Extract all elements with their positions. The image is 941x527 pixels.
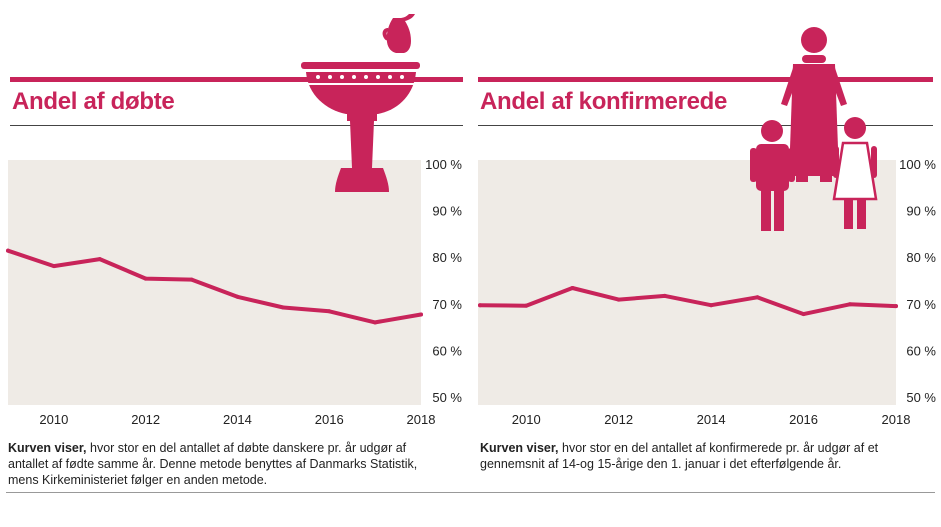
y-tick-label: 100 %	[899, 157, 936, 172]
data-point	[709, 303, 714, 308]
chart-svg-confirmed: 100 % 90 % 80 % 70 % 60 % 50 % 2010 2012 2014 201…	[478, 27, 936, 427]
chart-title: Andel af konfirmerede	[480, 88, 728, 115]
y-tick-label: 100 %	[425, 157, 462, 172]
y-tick-label: 50 %	[906, 390, 936, 405]
x-tick-label: 2010	[39, 412, 68, 427]
plot-area	[478, 160, 896, 405]
data-point	[662, 293, 667, 298]
data-point	[281, 305, 286, 310]
y-tick-label: 60 %	[432, 343, 462, 358]
x-tick-label: 2010	[512, 412, 541, 427]
data-point	[478, 303, 482, 308]
chart-panel-confirmed: 100 % 90 % 80 % 70 % 60 % 50 % 2010 2012 2014 201…	[470, 0, 941, 527]
chart-caption: Kurven viser, hvor stor en del antallet …	[480, 440, 920, 472]
y-tick-label: 90 %	[432, 204, 462, 219]
caption-body: hvor stor en del antallet af konfirmered…	[480, 441, 879, 471]
y-tick-label: 90 %	[906, 204, 936, 219]
y-tick-label: 80 %	[432, 250, 462, 265]
chart-title: Andel af døbte	[12, 88, 175, 115]
bottom-rule	[6, 492, 935, 493]
x-tick-label: 2018	[407, 412, 436, 427]
data-point	[524, 303, 529, 308]
data-point	[755, 295, 760, 300]
data-point	[801, 312, 806, 317]
x-tick-label: 2014	[697, 412, 726, 427]
x-tick-label: 2016	[789, 412, 818, 427]
title-underline	[478, 125, 933, 126]
chart-svg-baptized: 100 % 90 % 80 % 70 % 60 % 50 % 2010 2012 2014 201…	[6, 14, 463, 427]
y-tick-label: 80 %	[906, 250, 936, 265]
y-tick-label: 60 %	[906, 343, 936, 358]
data-point	[6, 248, 10, 253]
data-point	[894, 304, 898, 309]
data-point	[327, 309, 332, 314]
font-decoration	[306, 75, 416, 85]
chart-caption: Kurven viser, hvor stor en del antallet …	[8, 440, 448, 488]
title-underline	[10, 125, 463, 126]
x-tick-label: 2012	[604, 412, 633, 427]
title-rule	[478, 77, 933, 82]
data-point	[847, 302, 852, 307]
plot-layer: 100 % 90 % 80 % 70 % 60 % 50 % 2010 2012 2014 201…	[6, 157, 462, 427]
data-point	[51, 264, 56, 269]
data-point	[616, 297, 621, 302]
caption-lead: Kurven viser,	[480, 441, 559, 455]
y-tick-label: 70 %	[906, 297, 936, 312]
x-tick-label: 2012	[131, 412, 160, 427]
data-point	[143, 276, 148, 281]
confirmation-family-icon	[750, 27, 878, 231]
baptismal-font-icon	[301, 14, 420, 192]
data-point	[373, 320, 378, 325]
x-tick-label: 2016	[315, 412, 344, 427]
series-line	[6, 248, 423, 325]
data-point	[570, 285, 575, 290]
data-point	[419, 312, 423, 317]
data-point	[235, 294, 240, 299]
title-rule	[10, 77, 463, 82]
x-tick-label: 2014	[223, 412, 252, 427]
data-point	[97, 257, 102, 262]
plot-area	[8, 160, 421, 405]
chart-panel-baptized: 100 % 90 % 80 % 70 % 60 % 50 % 2010 2012 2014 201…	[0, 0, 470, 527]
caption-body: hvor stor en del antallet af døbte dansk…	[8, 441, 418, 487]
caption-lead: Kurven viser,	[8, 441, 87, 455]
data-point	[189, 277, 194, 282]
plot-layer: 100 % 90 % 80 % 70 % 60 % 50 % 2010 2012 2014 201…	[478, 157, 936, 427]
y-tick-label: 70 %	[432, 297, 462, 312]
y-tick-label: 50 %	[432, 390, 462, 405]
series-line	[478, 286, 898, 317]
x-tick-label: 2018	[882, 412, 911, 427]
